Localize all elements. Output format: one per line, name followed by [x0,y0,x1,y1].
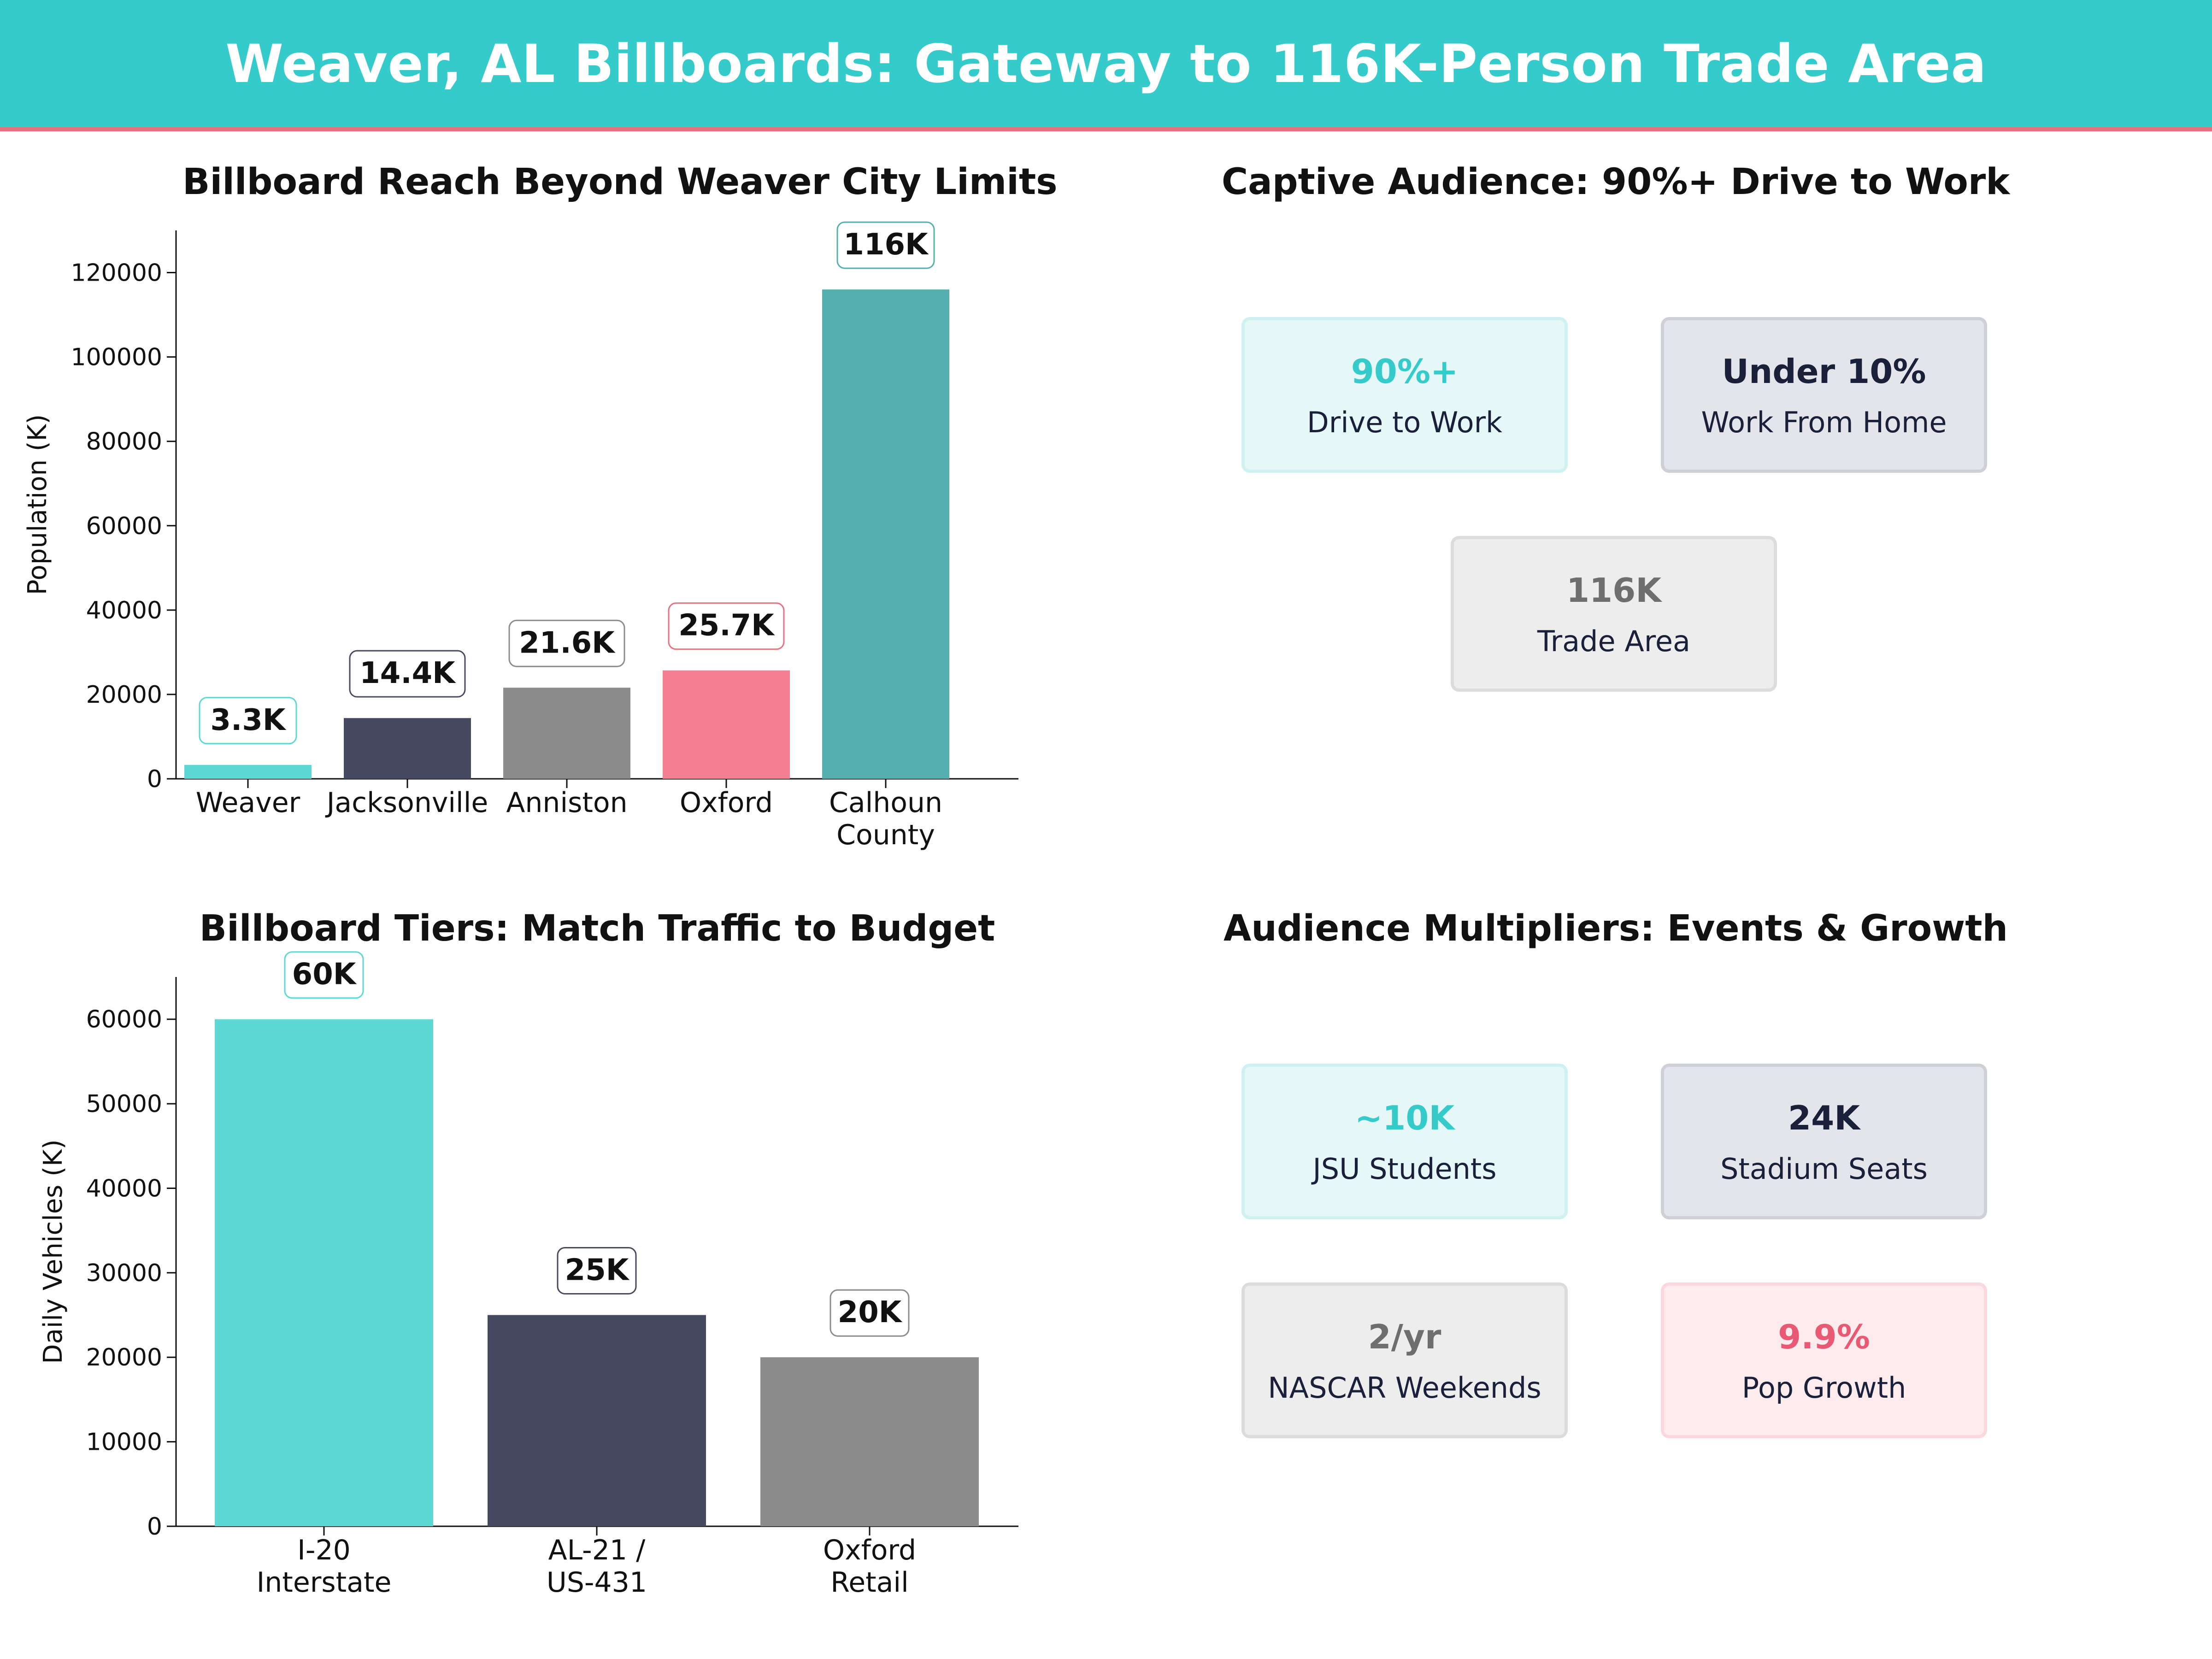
x-tick-label: Oxford [680,787,773,819]
x-tick-label: AL-21 / [548,1534,646,1566]
data-label-box [284,951,364,999]
data-label: 116K [843,228,929,262]
x-tick-label: County [836,819,935,851]
x-tick-label: Interstate [257,1566,392,1599]
stat-card-trade-area: 116K Trade Area [1451,536,1777,692]
y-axis-title: Daily Vehicles (K) [38,1139,68,1364]
bar [503,688,630,779]
stat-card-nascar-weekends: 2/yr NASCAR Weekends [1241,1282,1568,1438]
stat-card-drive-to-work: 90%+ Drive to Work [1241,317,1568,473]
stat-value: ~10K [1354,1098,1455,1137]
y-tick-label: 0 [147,765,162,793]
y-tick-label: 30000 [86,1259,162,1287]
bar [822,289,949,779]
data-label-box [836,221,935,269]
x-tick-label: Anniston [506,787,627,819]
y-tick-label: 20000 [86,1344,162,1371]
data-label-box [199,697,297,745]
chart-1-title: Billboard Reach Beyond Weaver City Limit… [182,161,1058,203]
y-tick-label: 40000 [86,1175,162,1202]
stat-card-pop-growth: 9.9% Pop Growth [1661,1282,1987,1438]
stat-value: 116K [1566,571,1662,610]
y-tick-label: 60000 [86,1006,162,1034]
stat-label: Stadium Seats [1720,1152,1928,1186]
stat-value: 2/yr [1368,1317,1441,1356]
y-tick-label: 50000 [86,1090,162,1118]
x-tick-label: Oxford [823,1534,916,1566]
y-tick-label: 100000 [71,344,162,371]
data-label-box [557,1247,637,1295]
y-tick-label: 80000 [86,428,162,456]
stat-value: 24K [1788,1098,1860,1137]
data-label: 21.6K [519,626,616,660]
y-axis-title: Population (K) [23,414,53,595]
data-label-box [668,602,785,650]
stat-label: Drive to Work [1307,406,1502,440]
data-label: 25.7K [678,609,775,643]
stat-label: Trade Area [1537,624,1691,659]
x-tick-label: I-20 [297,1534,351,1566]
y-tick-label: 40000 [86,597,162,624]
stat-label: Pop Growth [1741,1371,1906,1405]
stat-label: JSU Students [1312,1152,1497,1186]
data-label-box [349,650,466,698]
y-tick-label: 20000 [86,681,162,709]
stat-card-work-from-home: Under 10% Work From Home [1661,317,1987,473]
x-tick-label: US-431 [547,1566,647,1599]
y-tick-label: 0 [147,1513,162,1541]
stat-value: 90%+ [1351,352,1459,391]
stat-card-jsu-students: ~10K JSU Students [1241,1064,1568,1219]
x-tick-label: Weaver [196,787,300,819]
data-label: 25K [565,1253,630,1288]
data-label: 3.3K [211,703,287,737]
bar [663,670,790,779]
data-label: 14.4K [359,656,456,690]
captive-panel-title: Captive Audience: 90%+ Drive to Work [1221,161,2010,203]
title-banner: Weaver, AL Billboards: Gateway to 116K-P… [0,0,2212,131]
page-title: Weaver, AL Billboards: Gateway to 116K-P… [225,33,1987,94]
bar [215,1019,433,1526]
x-tick-label: Retail [830,1566,909,1599]
chart-2-title: Billboard Tiers: Match Traffic to Budget [199,908,995,949]
x-tick-label: Calhoun [829,787,942,819]
data-label: 20K [838,1295,903,1330]
stat-label: Work From Home [1701,406,1947,440]
y-tick-label: 120000 [71,259,162,287]
y-tick-label: 10000 [86,1429,162,1456]
data-label: 60K [292,958,357,992]
stat-value: Under 10% [1722,352,1926,391]
bar [760,1357,979,1526]
data-label-box [508,619,625,667]
x-tick-label: Jacksonville [325,787,488,819]
multipliers-panel-title: Audience Multipliers: Events & Growth [1223,908,2008,949]
data-label-box [830,1289,910,1337]
stat-value: 9.9% [1778,1317,1870,1356]
y-tick-label: 60000 [86,512,162,540]
bar [488,1315,706,1526]
stat-card-stadium-seats: 24K Stadium Seats [1661,1064,1987,1219]
bar [184,765,312,779]
stat-label: NASCAR Weekends [1268,1371,1541,1405]
bar [344,718,471,779]
